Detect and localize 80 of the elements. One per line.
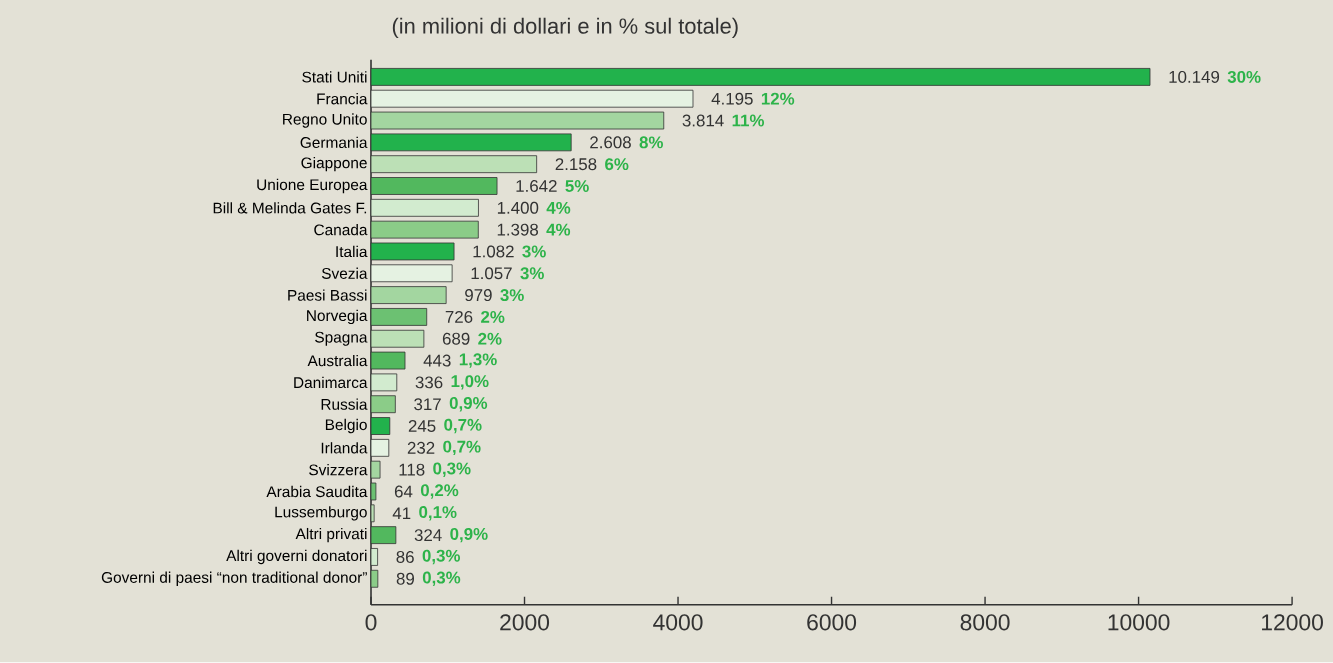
y-tick-label: Australia bbox=[307, 355, 368, 367]
y-tick-label: Italia bbox=[336, 245, 368, 258]
data-label: 3.814 bbox=[682, 114, 724, 127]
data-label: 2.608 bbox=[590, 136, 631, 149]
x-tick-label: 2000 bbox=[500, 614, 550, 631]
chart-title: (in milioni di dollari e in % sul totale) bbox=[392, 17, 738, 39]
data-label: 1.400 bbox=[497, 202, 539, 214]
y-tick-label: Arabia Saudita bbox=[266, 486, 368, 498]
y-tick-label: Stati Uniti bbox=[302, 71, 367, 83]
data-label: 443 bbox=[423, 354, 451, 367]
data-label: 726 bbox=[445, 311, 473, 324]
annotation: 2% bbox=[478, 332, 502, 345]
y-tick-label: Spagna bbox=[315, 331, 368, 346]
annotation: 0,9% bbox=[450, 528, 488, 543]
annotation: 5% bbox=[565, 180, 589, 193]
annotation: 0,7% bbox=[444, 419, 482, 434]
annotation: 0,1% bbox=[419, 506, 457, 521]
data-label: 1.642 bbox=[516, 180, 557, 193]
y-tick-label: Irlanda bbox=[321, 442, 368, 454]
y-tick-label: Altri privati bbox=[295, 528, 367, 543]
y-tick-label: Canada bbox=[314, 224, 368, 236]
x-tick-label: 0 bbox=[365, 614, 377, 631]
y-tick-label: Altri governi donatori bbox=[226, 549, 367, 565]
annotation: 1,3% bbox=[459, 353, 497, 368]
y-tick-label: Giappone bbox=[301, 157, 367, 172]
y-tick-label: Regno Unito bbox=[283, 113, 367, 128]
x-tick-label: 8000 bbox=[960, 614, 1010, 631]
annotation: 0,7% bbox=[443, 440, 481, 456]
x-tick-label: 6000 bbox=[807, 614, 857, 631]
x-tick-label: 4000 bbox=[653, 614, 703, 631]
annotation: 2% bbox=[481, 311, 505, 324]
annotation: 0,3% bbox=[422, 571, 461, 587]
annotation: 3% bbox=[522, 245, 546, 258]
x-tick-label: 12000 bbox=[1262, 614, 1323, 631]
y-tick-label: Lussemburgo bbox=[275, 506, 367, 521]
data-label: 1.398 bbox=[497, 223, 539, 236]
y-tick-label: Bill & Melinda Gates F. bbox=[213, 202, 367, 214]
data-label: 245 bbox=[408, 420, 436, 433]
y-tick-label: Unione Europea bbox=[257, 179, 368, 194]
data-label: 336 bbox=[415, 376, 443, 389]
data-label: 324 bbox=[414, 529, 442, 542]
data-label: 1.082 bbox=[473, 245, 514, 258]
data-label: 86 bbox=[396, 551, 414, 564]
annotation: 4% bbox=[546, 202, 571, 214]
x-tick-label: 10000 bbox=[1108, 614, 1170, 631]
y-tick-label: Francia bbox=[317, 93, 368, 105]
annotation: 30% bbox=[1227, 71, 1261, 84]
annotation: 0,2% bbox=[420, 484, 459, 499]
data-label: 317 bbox=[414, 398, 441, 411]
annotation: 1,0% bbox=[451, 375, 489, 390]
data-label: 118 bbox=[399, 463, 425, 476]
y-tick-label: Norvegia bbox=[307, 309, 368, 325]
data-label: 689 bbox=[442, 332, 470, 345]
y-tick-label: Belgio bbox=[325, 419, 367, 434]
annotation: 12% bbox=[761, 92, 795, 105]
annotation: 3% bbox=[500, 289, 524, 302]
data-label: 89 bbox=[396, 572, 414, 585]
annotation: 3% bbox=[520, 267, 544, 280]
annotation: 8% bbox=[639, 136, 663, 149]
data-label: 979 bbox=[465, 289, 492, 302]
annotation: 0,3% bbox=[422, 549, 461, 565]
annotation: 0,3% bbox=[433, 462, 471, 478]
annotation: 4% bbox=[546, 223, 571, 236]
data-label: 4.195 bbox=[711, 92, 753, 105]
y-tick-label: Danimarca bbox=[294, 376, 368, 389]
y-tick-label: Germania bbox=[300, 136, 368, 149]
data-label: 41 bbox=[392, 507, 411, 520]
data-label: 232 bbox=[407, 442, 435, 455]
annotation: 6% bbox=[605, 158, 629, 171]
y-tick-label: Russia bbox=[321, 398, 368, 411]
annotation: 11% bbox=[732, 114, 765, 127]
y-tick-label: Svizzera bbox=[309, 464, 368, 476]
data-label: 10.149 bbox=[1169, 71, 1220, 84]
data-label: 64 bbox=[394, 485, 413, 498]
data-label: 2.158 bbox=[555, 158, 597, 171]
y-tick-label: Governi di paesi “non traditional donor” bbox=[101, 571, 367, 587]
data-label: 1.057 bbox=[471, 267, 512, 280]
annotation: 0,9% bbox=[449, 397, 488, 412]
y-tick-label: Svezia bbox=[321, 267, 368, 280]
y-tick-label: Paesi Bassi bbox=[288, 289, 367, 301]
